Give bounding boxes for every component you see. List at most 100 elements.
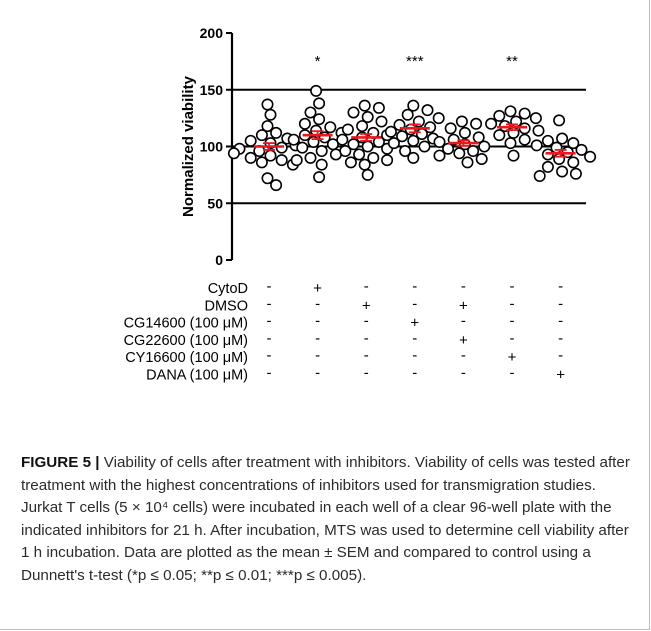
data-group [336,99,394,181]
data-point [541,160,554,173]
sign-minus: - [364,278,369,295]
sign-minus: - [558,295,563,312]
sign-minus: - [364,313,369,330]
data-point [375,115,388,128]
data-point [407,134,420,147]
data-point [296,141,309,154]
sign-minus: - [510,313,515,330]
data-point [387,137,400,150]
data-point [255,129,268,142]
data-point [541,134,554,147]
y-tick-label: 0 [215,252,223,268]
sign-minus: - [558,330,563,347]
sign-minus: - [315,365,320,382]
data-point [244,151,257,164]
data-point [399,145,412,158]
data-point [347,138,360,151]
caption-text: Viability of cells after treatment with … [21,454,630,584]
data-point [407,151,420,164]
data-point [507,149,520,162]
data-group [485,105,545,162]
data-point [584,150,597,163]
sign-plus: + [459,297,468,314]
data-point [287,133,300,146]
data-point [493,109,506,122]
sign-minus: - [510,278,515,295]
data-point [444,122,457,135]
data-point [556,132,569,145]
data-point [313,113,326,126]
data-point [361,110,374,123]
data-point [358,158,371,171]
data-point [336,133,349,146]
data-point [304,151,317,164]
data-point [530,139,543,152]
data-point [381,154,394,167]
data-point [315,158,328,171]
data-group [530,114,597,183]
data-point [396,130,409,143]
data-point [442,142,455,155]
data-point [518,133,531,146]
sign-minus: - [461,313,466,330]
sign-minus: - [315,295,320,312]
data-point [533,170,546,183]
data-point [372,101,385,114]
data-point [493,129,506,142]
data-point [418,140,431,153]
data-point [472,131,485,144]
data-point [324,121,337,134]
y-tick-label: 150 [200,82,224,98]
significance-label: ** [506,53,518,70]
condition-label: DANA (100 μM) [146,368,248,384]
data-point [485,117,498,130]
sign-plus: + [313,280,322,297]
data-point [290,154,303,167]
data-point [347,106,360,119]
data-point [304,106,317,119]
sign-minus: - [267,347,272,364]
data-point [401,108,414,121]
condition-label: CG22600 (100 μM) [124,333,248,349]
data-point [227,147,240,160]
data-point [532,124,545,137]
data-point [261,98,274,111]
data-point [470,117,483,130]
figure-caption: FIGURE 5 | Viability of cells after trea… [21,452,633,588]
data-point [361,140,374,153]
data-point [341,123,354,136]
sign-minus: - [364,330,369,347]
data-group [384,99,445,164]
data-point [310,84,323,97]
data-point [433,135,446,148]
data-point [361,168,374,181]
sign-plus: + [508,349,517,366]
sign-minus: - [364,347,369,364]
sign-plus: + [410,315,419,332]
data-point [453,147,466,160]
data-point [467,145,480,158]
data-group [287,84,348,184]
condition-label: DMSO [205,298,249,314]
sign-minus: - [461,365,466,382]
data-point [313,97,326,110]
data-point [461,156,474,169]
condition-label: CG14600 (100 μM) [124,316,248,332]
sign-plus: + [556,367,565,384]
significance-label: *** [406,53,424,70]
data-point [261,120,274,133]
data-point [356,120,369,133]
data-point [255,156,268,169]
condition-label: CytoD [208,281,248,297]
data-point [575,143,588,156]
significance-label: * [315,53,321,70]
data-point [358,99,371,112]
condition-label: CY16600 (100 μM) [125,350,248,366]
caption-lead: FIGURE 5 | [21,454,100,471]
data-point [313,171,326,184]
sign-minus: - [510,365,515,382]
data-point [478,140,491,153]
data-point [567,156,580,169]
sign-minus: - [364,365,369,382]
sign-minus: - [412,365,417,382]
